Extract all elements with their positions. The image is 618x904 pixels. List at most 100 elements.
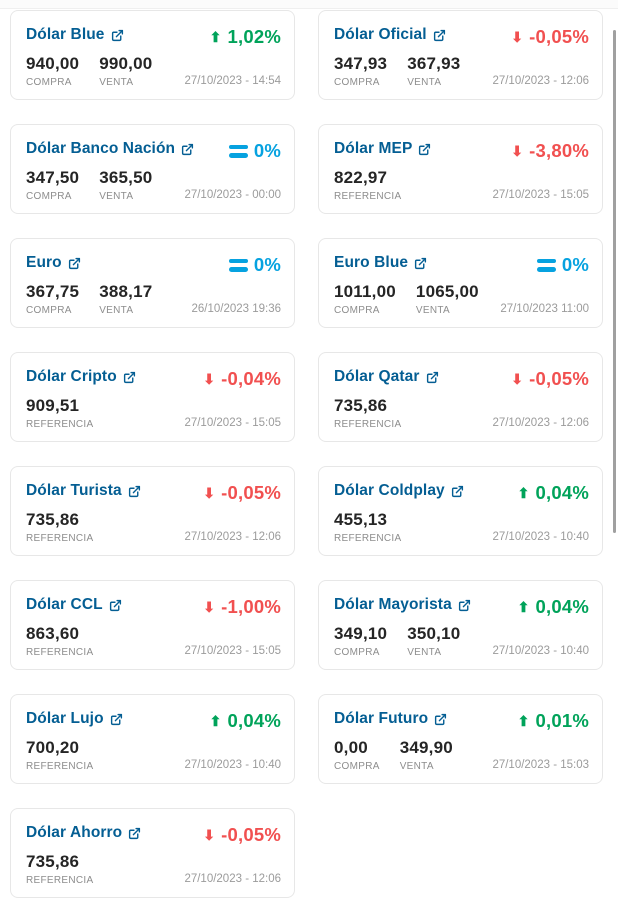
rate-title-link[interactable]: Dólar Futuro xyxy=(334,710,447,728)
arrow-down-icon: ⬇ xyxy=(511,143,524,159)
rate-card: Dólar Cripto ⬇ -0,04% 909,51 REFERENCIA 2… xyxy=(10,352,295,442)
value-block: 822,97 REFERENCIA xyxy=(334,168,401,202)
change-percent: 1,02% xyxy=(227,26,281,47)
change-percent: -0,05% xyxy=(529,368,589,389)
rate-title-link[interactable]: Dólar MEP xyxy=(334,140,431,158)
external-link-icon xyxy=(182,143,194,156)
values: 822,97 REFERENCIA xyxy=(334,168,401,202)
external-link-icon xyxy=(415,257,427,270)
rate-title: Euro Blue xyxy=(334,254,409,271)
rate-title: Dólar Futuro xyxy=(334,710,429,727)
value-block: 455,13 REFERENCIA xyxy=(334,510,401,544)
change-percent: 0,01% xyxy=(535,710,589,731)
rate-title-link[interactable]: Dólar Qatar xyxy=(334,368,439,386)
values: 700,20 REFERENCIA xyxy=(26,738,93,772)
card-footer: 940,00 COMPRA 990,00 VENTA 27/10/2023 - 14:… xyxy=(26,54,281,88)
rate-amount: 735,86 xyxy=(26,510,80,529)
rate-label: COMPRA xyxy=(334,305,380,316)
external-link-icon xyxy=(419,143,431,156)
rate-title-link[interactable]: Dólar Banco Nación xyxy=(26,140,194,158)
rate-title-link[interactable]: Dólar Blue xyxy=(26,26,124,44)
card-header: Dólar Futuro ⬆ 0,01% xyxy=(334,710,589,732)
rate-label: VENTA xyxy=(99,305,134,316)
rate-amount: 909,51 xyxy=(26,396,80,415)
value-block: 700,20 REFERENCIA xyxy=(26,738,93,772)
rate-title: Dólar Oficial xyxy=(334,26,427,43)
rate-title: Dólar CCL xyxy=(26,596,103,613)
rate-card: Dólar Coldplay ⬆ 0,04% 455,13 REFERENCIA … xyxy=(318,466,603,556)
card-header: Dólar CCL ⬇ -1,00% xyxy=(26,596,281,618)
equals-icon xyxy=(536,258,556,272)
change-percent: 0% xyxy=(253,140,281,161)
change-indicator: ⬆ 0,04% xyxy=(518,482,589,504)
scrollbar-thumb[interactable] xyxy=(613,30,616,533)
card-footer: 347,50 COMPRA 365,50 VENTA 27/10/2023 - 00:… xyxy=(26,168,281,202)
timestamp: 27/10/2023 11:00 xyxy=(500,303,589,315)
rate-card: Dólar Futuro ⬆ 0,01% 0,00 COMPRA 349,90 VEN… xyxy=(318,694,603,784)
rate-card: Dólar Mayorista ⬆ 0,04% 349,10 COMPRA 350,… xyxy=(318,580,603,670)
change-indicator: ⬇ -0,05% xyxy=(203,482,281,504)
rate-title-link[interactable]: Dólar Ahorro xyxy=(26,824,141,842)
rate-title-link[interactable]: Euro xyxy=(26,254,81,272)
values: 347,50 COMPRA 365,50 VENTA xyxy=(26,168,152,202)
change-percent: 0% xyxy=(561,254,589,275)
timestamp: 27/10/2023 - 10:40 xyxy=(184,759,281,771)
timestamp: 27/10/2023 - 12:06 xyxy=(492,75,589,87)
values: 367,75 COMPRA 388,17 VENTA xyxy=(26,282,152,316)
rate-title-link[interactable]: Dólar CCL xyxy=(26,596,122,614)
values: 735,86 REFERENCIA xyxy=(26,510,93,544)
value-block: 388,17 VENTA xyxy=(99,282,152,316)
value-block: 349,10 COMPRA xyxy=(334,624,387,658)
value-block: 909,51 REFERENCIA xyxy=(26,396,93,430)
rate-label: COMPRA xyxy=(26,191,72,202)
rate-title-link[interactable]: Euro Blue xyxy=(334,254,427,272)
rate-label: COMPRA xyxy=(334,647,380,658)
change-indicator: ⬇ -3,80% xyxy=(511,140,589,162)
rate-label: REFERENCIA xyxy=(334,419,402,430)
card-footer: 455,13 REFERENCIA 27/10/2023 - 10:40 xyxy=(334,510,589,544)
arrow-up-icon: ⬆ xyxy=(517,713,530,729)
rate-title-link[interactable]: Dólar Lujo xyxy=(26,710,123,728)
timestamp: 27/10/2023 - 12:06 xyxy=(492,417,589,429)
rate-title-link[interactable]: Dólar Cripto xyxy=(26,368,136,386)
values: 909,51 REFERENCIA xyxy=(26,396,93,430)
timestamp: 27/10/2023 - 14:54 xyxy=(184,75,281,87)
rate-title-link[interactable]: Dólar Mayorista xyxy=(334,596,471,614)
rate-title: Dólar Mayorista xyxy=(334,596,452,613)
change-indicator: ⬇ -0,05% xyxy=(511,26,589,48)
rate-title-link[interactable]: Dólar Oficial xyxy=(334,26,446,44)
rate-title-link[interactable]: Dólar Coldplay xyxy=(334,482,464,500)
rate-title: Dólar Turista xyxy=(26,482,122,499)
rate-card: Dólar Banco Nación 0% 347,50 COMPRA 365,50… xyxy=(10,124,295,214)
card-footer: 909,51 REFERENCIA 27/10/2023 - 15:05 xyxy=(26,396,281,430)
card-header: Dólar MEP ⬇ -3,80% xyxy=(334,140,589,162)
rate-card: Dólar Turista ⬇ -0,05% 735,86 REFERENCIA … xyxy=(10,466,295,556)
rate-label: REFERENCIA xyxy=(26,875,94,886)
rate-title: Dólar Coldplay xyxy=(334,482,445,499)
change-indicator: 0% xyxy=(536,254,589,276)
rate-title-link[interactable]: Dólar Turista xyxy=(26,482,141,500)
timestamp: 27/10/2023 - 15:05 xyxy=(492,189,589,201)
change-indicator: 0% xyxy=(228,254,281,276)
change-indicator: ⬇ -1,00% xyxy=(203,596,281,618)
external-link-icon xyxy=(426,371,438,384)
rate-card: Euro Blue 0% 1011,00 COMPRA 1065,00 VENTA 2… xyxy=(318,238,603,328)
rate-title: Dólar Banco Nación xyxy=(26,140,176,157)
change-percent: -1,00% xyxy=(221,596,281,617)
timestamp: 27/10/2023 - 12:06 xyxy=(184,873,281,885)
change-indicator: 0% xyxy=(228,140,281,162)
equals-icon xyxy=(228,258,248,272)
timestamp: 27/10/2023 - 15:05 xyxy=(184,417,281,429)
rate-title: Dólar Ahorro xyxy=(26,824,123,841)
arrow-down-icon: ⬇ xyxy=(203,371,216,387)
change-percent: -3,80% xyxy=(529,140,589,161)
rate-amount: 349,90 xyxy=(399,738,453,757)
rate-title: Dólar MEP xyxy=(334,140,413,157)
rate-label: REFERENCIA xyxy=(334,533,402,544)
card-header: Dólar Coldplay ⬆ 0,04% xyxy=(334,482,589,504)
rate-title: Dólar Qatar xyxy=(334,368,420,385)
timestamp: 27/10/2023 - 15:05 xyxy=(184,645,281,657)
values: 735,86 REFERENCIA xyxy=(26,852,93,886)
rate-card: Dólar CCL ⬇ -1,00% 863,60 REFERENCIA 27/1… xyxy=(10,580,295,670)
